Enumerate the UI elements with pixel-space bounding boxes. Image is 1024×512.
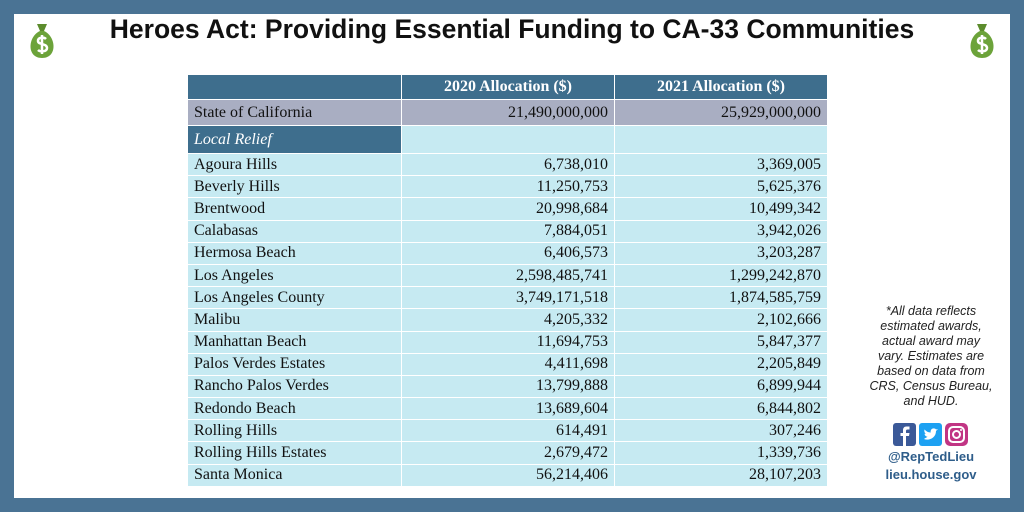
social-icons [893, 423, 968, 446]
table-cell: 4,411,698 [402, 353, 615, 376]
table-cell: Redondo Beach [188, 398, 402, 421]
table-cell: 7,884,051 [402, 220, 615, 243]
table-cell [402, 126, 615, 154]
table-cell [188, 75, 402, 100]
data-row: Santa Monica 56,214,406 28,107,203 [188, 464, 828, 487]
table-cell: 1,874,585,759 [615, 287, 828, 310]
table-cell: Palos Verdes Estates [188, 353, 402, 376]
section-row: Local Relief [188, 126, 828, 154]
table-cell: Rolling Hills Estates [188, 442, 402, 465]
table-cell: Beverly Hills [188, 176, 402, 199]
disclaimer: *All data reflects estimated awards, act… [869, 304, 993, 408]
table-cell: Malibu [188, 309, 402, 332]
table-cell: 13,689,604 [402, 398, 615, 421]
table-cell: 2,102,666 [615, 309, 828, 332]
data-row: Redondo Beach 13,689,604 6,844,802 [188, 398, 828, 421]
table-cell: 2020 Allocation ($) [402, 75, 615, 100]
data-row: Rolling Hills Estates 2,679,472 1,339,736 [188, 442, 828, 465]
table-cell: 11,694,753 [402, 331, 615, 354]
state-row: State of California 21,490,000,000 25,929,… [188, 100, 828, 126]
table-cell: 2,598,485,741 [402, 264, 615, 288]
table-cell: Los Angeles County [188, 287, 402, 310]
table-cell: 307,246 [615, 420, 828, 443]
table-cell: Brentwood [188, 198, 402, 221]
header-row: 2020 Allocation ($) 2021 Allocation ($) [188, 75, 828, 100]
table-cell: Rancho Palos Verdes [188, 375, 402, 399]
money-bag-icon [30, 24, 54, 58]
table-cell: 5,847,377 [615, 331, 828, 354]
table-cell: 2021 Allocation ($) [615, 75, 828, 100]
data-row: Brentwood 20,998,684 10,499,342 [188, 198, 828, 221]
table-cell: 2,679,472 [402, 442, 615, 465]
data-row: Calabasas 7,884,051 3,942,026 [188, 220, 828, 243]
data-row: Manhattan Beach 11,694,753 5,847,377 [188, 331, 828, 354]
table-cell: Agoura Hills [188, 154, 402, 177]
table-cell: 10,499,342 [615, 198, 828, 221]
data-row: Hermosa Beach 6,406,573 3,203,287 [188, 242, 828, 265]
table-cell: Calabasas [188, 220, 402, 243]
table-cell: 56,214,406 [402, 464, 615, 487]
table-cell: State of California [188, 100, 402, 126]
table-cell: Hermosa Beach [188, 242, 402, 265]
twitter-handle: @RepTedLieu [887, 449, 975, 464]
money-bag-icon [970, 24, 994, 58]
table-cell [615, 126, 828, 154]
table-cell: 4,205,332 [402, 309, 615, 332]
data-row: Malibu 4,205,332 2,102,666 [188, 309, 828, 332]
table-cell: 6,738,010 [402, 154, 615, 177]
data-row: Palos Verdes Estates 4,411,698 2,205,849 [188, 353, 828, 376]
data-row: Agoura Hills 6,738,010 3,369,005 [188, 154, 828, 177]
table-cell: 6,406,573 [402, 242, 615, 265]
table-cell: Local Relief [188, 126, 402, 154]
table-cell: 6,899,944 [615, 375, 828, 399]
table-cell: 1,299,242,870 [615, 264, 828, 288]
table-cell: 3,369,005 [615, 154, 828, 177]
table: 2020 Allocation ($) 2021 Allocation ($) St… [188, 75, 828, 487]
table-cell: Rolling Hills [188, 420, 402, 443]
table-cell: Santa Monica [188, 464, 402, 487]
data-row: Rolling Hills 614,491 307,246 [188, 420, 828, 443]
table-cell: Los Angeles [188, 264, 402, 288]
table-cell: Manhattan Beach [188, 331, 402, 354]
data-row: Los Angeles County 3,749,171,518 1,874,585… [188, 287, 828, 310]
data-row: Rancho Palos Verdes 13,799,888 6,899,944 [188, 375, 828, 399]
title: Heroes Act: Providing Essential Funding … [109, 14, 915, 44]
table-cell: 13,799,888 [402, 375, 615, 399]
table-cell: 1,339,736 [615, 442, 828, 465]
table-cell: 3,203,287 [615, 242, 828, 265]
table-cell: 11,250,753 [402, 176, 615, 199]
data-row: Los Angeles 2,598,485,741 1,299,242,870 [188, 264, 828, 288]
table-cell: 21,490,000,000 [402, 100, 615, 126]
website: lieu.house.gov [885, 467, 977, 482]
table-cell: 3,942,026 [615, 220, 828, 243]
table-cell: 5,625,376 [615, 176, 828, 199]
table-cell: 2,205,849 [615, 353, 828, 376]
table-cell: 6,844,802 [615, 398, 828, 421]
data-row: Beverly Hills 11,250,753 5,625,376 [188, 176, 828, 199]
table-cell: 20,998,684 [402, 198, 615, 221]
table-cell: 614,491 [402, 420, 615, 443]
table-cell: 3,749,171,518 [402, 287, 615, 310]
table-cell: 25,929,000,000 [615, 100, 828, 126]
table-cell: 28,107,203 [615, 464, 828, 487]
